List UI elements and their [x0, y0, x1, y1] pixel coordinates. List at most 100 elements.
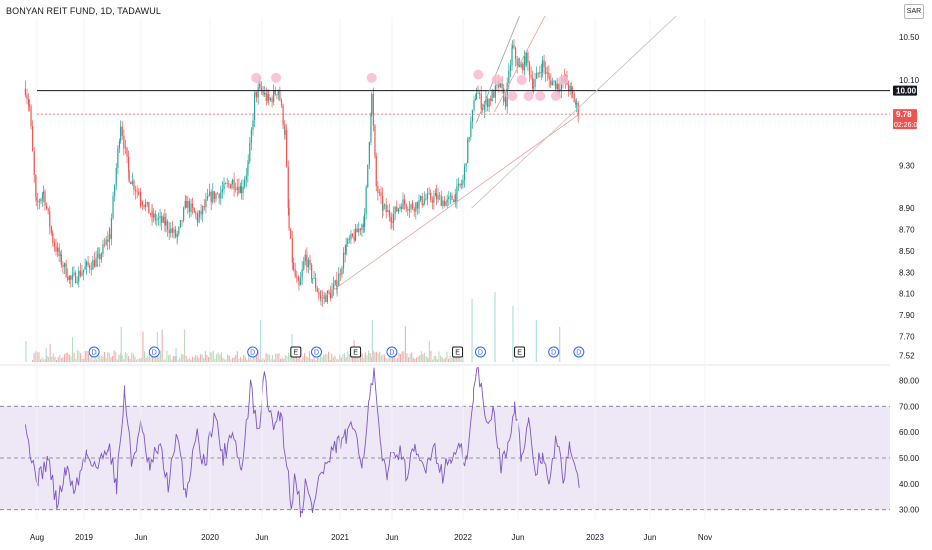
candle-body — [203, 206, 205, 208]
earnings-icon[interactable] — [290, 346, 302, 358]
candle-body — [577, 102, 579, 116]
time-tick-label: Aug — [30, 533, 44, 542]
trend-line[interactable] — [471, 15, 677, 209]
candle-body — [50, 226, 52, 233]
earnings-icon[interactable] — [350, 346, 362, 358]
volume-spike — [559, 327, 561, 362]
candle-body — [410, 204, 412, 210]
volume-bar — [54, 356, 56, 362]
volume-bar — [275, 353, 277, 362]
volume-bar — [65, 352, 67, 362]
candle-body — [162, 216, 164, 223]
candle-body — [262, 90, 264, 95]
volume-bar — [454, 357, 456, 362]
volume-bar — [209, 351, 211, 362]
volume-bar — [115, 351, 117, 362]
volume-bar — [315, 359, 317, 362]
volume-bar — [401, 351, 403, 362]
time-tick-label: 2023 — [586, 533, 604, 542]
dividend-icon[interactable] — [88, 346, 100, 358]
time-axis[interactable]: Aug 2019 Jun 2020 Jun 2021 Jun 2022 Jun 2023 Jun No… — [30, 533, 712, 542]
price-badge[interactable] — [893, 109, 917, 130]
candle-body — [176, 233, 178, 237]
earnings-icon[interactable] — [452, 346, 464, 358]
trend-line[interactable] — [494, 15, 546, 113]
pivot-marker — [473, 69, 484, 80]
time-tick-label: 2019 — [75, 533, 93, 542]
dividend-icon[interactable] — [310, 346, 322, 358]
candle-body — [344, 252, 346, 255]
event-label: D — [250, 350, 255, 357]
volume-bar — [236, 351, 238, 362]
volume-bar — [164, 359, 166, 362]
candle-body — [159, 216, 161, 219]
dividend-icon[interactable] — [548, 346, 560, 358]
volume-bar — [334, 355, 336, 362]
candle-body — [454, 194, 456, 202]
candle-body — [399, 206, 401, 209]
dividend-icon[interactable] — [573, 346, 585, 358]
candle-body — [287, 166, 289, 208]
candle-body — [254, 95, 256, 121]
price-axis[interactable]: 10.50 10.10 9.30 8.90 8.70 8.50 8.30 8.10 7.90 7.… — [893, 33, 921, 515]
volume-bar — [390, 353, 392, 362]
candle-body — [107, 239, 109, 242]
volume-bars — [25, 292, 561, 362]
volume-bar — [110, 357, 112, 362]
candle-body — [157, 218, 160, 220]
candle-body — [304, 254, 306, 262]
volume-bar — [185, 355, 187, 362]
price-tick-label: 7.70 — [899, 332, 915, 341]
candle-body — [362, 224, 365, 227]
price-tick-label: 7.52 — [899, 352, 915, 361]
volume-bar — [264, 359, 266, 362]
candle-body — [298, 280, 300, 286]
candle-body — [348, 238, 350, 240]
volume-bar — [233, 357, 235, 362]
volume-bar — [329, 359, 331, 362]
volume-bar — [137, 359, 139, 362]
trend-line[interactable] — [320, 113, 580, 300]
volume-bar — [294, 356, 296, 362]
candle-body — [239, 186, 242, 194]
candle-body — [333, 284, 335, 290]
candle-body — [575, 102, 578, 105]
candle-body — [329, 292, 332, 299]
candle-body — [167, 221, 169, 230]
candle-body — [554, 80, 557, 89]
candle-body — [548, 76, 550, 80]
earnings-icon[interactable] — [514, 346, 526, 358]
price-badge[interactable] — [893, 85, 917, 96]
candle-body — [198, 210, 201, 218]
candle-body — [518, 64, 521, 68]
price-tick-label: 8.30 — [899, 268, 915, 277]
candle-body — [351, 233, 354, 237]
candle-body — [326, 290, 328, 302]
candle-body — [231, 179, 234, 184]
volume-bar — [427, 357, 429, 362]
symbol-title[interactable]: BONYAN REIT FUND, 1D, TADAWUL — [6, 6, 161, 16]
rsi-tick-label: 70.00 — [899, 402, 920, 411]
volume-bar — [33, 352, 35, 362]
volume-bar — [123, 359, 125, 362]
event-label: E — [455, 350, 460, 357]
volume-bar — [105, 357, 107, 362]
dividend-icon[interactable] — [386, 346, 398, 358]
dividend-icon[interactable] — [148, 346, 160, 358]
volume-bar — [345, 357, 347, 362]
candle-body — [571, 85, 573, 91]
volume-bar — [387, 358, 389, 362]
dividend-icon[interactable] — [474, 346, 486, 358]
candle-body — [141, 201, 144, 206]
volume-bar — [249, 358, 251, 362]
candle-body — [67, 276, 69, 281]
dividend-icon[interactable] — [247, 346, 259, 358]
trend-line[interactable] — [476, 15, 520, 123]
currency-badge[interactable]: SAR — [904, 4, 924, 19]
candle-body — [493, 91, 495, 98]
rsi-tick-label: 60.00 — [899, 428, 920, 437]
volume-bar — [171, 359, 173, 362]
volume-bar — [156, 331, 158, 362]
candle-body — [190, 203, 192, 212]
